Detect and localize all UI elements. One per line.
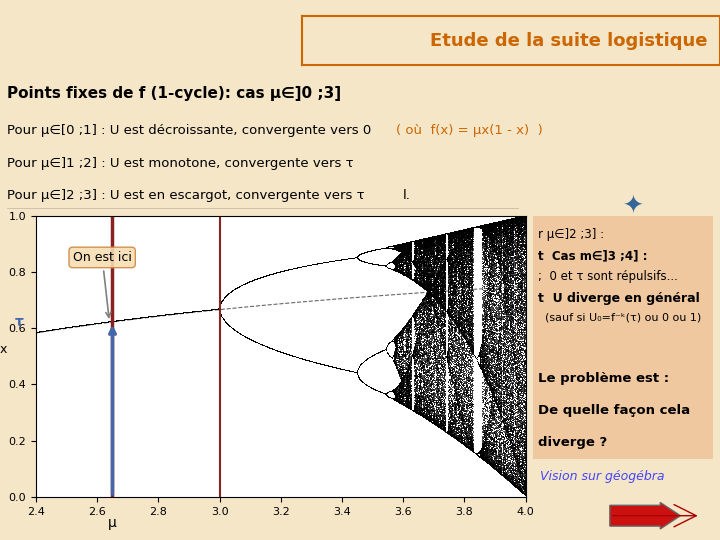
Text: Le problème est :: Le problème est : xyxy=(538,372,670,385)
Text: Points fixes de f (1-cycle): cas μ∈]0 ;3]: Points fixes de f (1-cycle): cas μ∈]0 ;3… xyxy=(7,86,341,102)
Text: Pour μ∈]1 ;2] : U est monotone, convergente vers τ: Pour μ∈]1 ;2] : U est monotone, converge… xyxy=(7,157,354,170)
Text: ✦: ✦ xyxy=(623,194,644,218)
Text: t  Cas m∈]3 ;4] :: t Cas m∈]3 ;4] : xyxy=(538,249,648,262)
Text: r μ∈]2 ;3] :: r μ∈]2 ;3] : xyxy=(538,228,604,241)
Text: l.: l. xyxy=(403,189,411,202)
Text: Pour μ∈]2 ;3] : U est en escargot, convergente vers τ: Pour μ∈]2 ;3] : U est en escargot, conve… xyxy=(7,189,365,202)
Text: ( où  f(x) = μx(1 - x)  ): ( où f(x) = μx(1 - x) ) xyxy=(396,124,543,137)
Text: ;  0 et τ sont répulsifs...: ; 0 et τ sont répulsifs... xyxy=(538,271,678,284)
Text: diverge ?: diverge ? xyxy=(538,436,608,449)
Y-axis label: x: x xyxy=(0,343,6,356)
FancyArrow shape xyxy=(610,502,680,529)
Text: Pour μ∈[0 ;1] : U est décroissante, convergente vers 0: Pour μ∈[0 ;1] : U est décroissante, conv… xyxy=(7,124,372,137)
Text: On est ici: On est ici xyxy=(73,251,132,318)
Text: t  U diverge en général: t U diverge en général xyxy=(538,292,700,305)
Text: μ: μ xyxy=(108,516,117,530)
Text: Vision sur géogébra: Vision sur géogébra xyxy=(540,470,665,483)
Text: De quelle façon cela: De quelle façon cela xyxy=(538,404,690,417)
Text: Etude de la suite logistique: Etude de la suite logistique xyxy=(430,31,708,50)
Text: τ: τ xyxy=(15,315,24,329)
Text: (sauf si U₀=f⁻ᵏ(τ) ou 0 ou 1): (sauf si U₀=f⁻ᵏ(τ) ou 0 ou 1) xyxy=(538,313,701,323)
